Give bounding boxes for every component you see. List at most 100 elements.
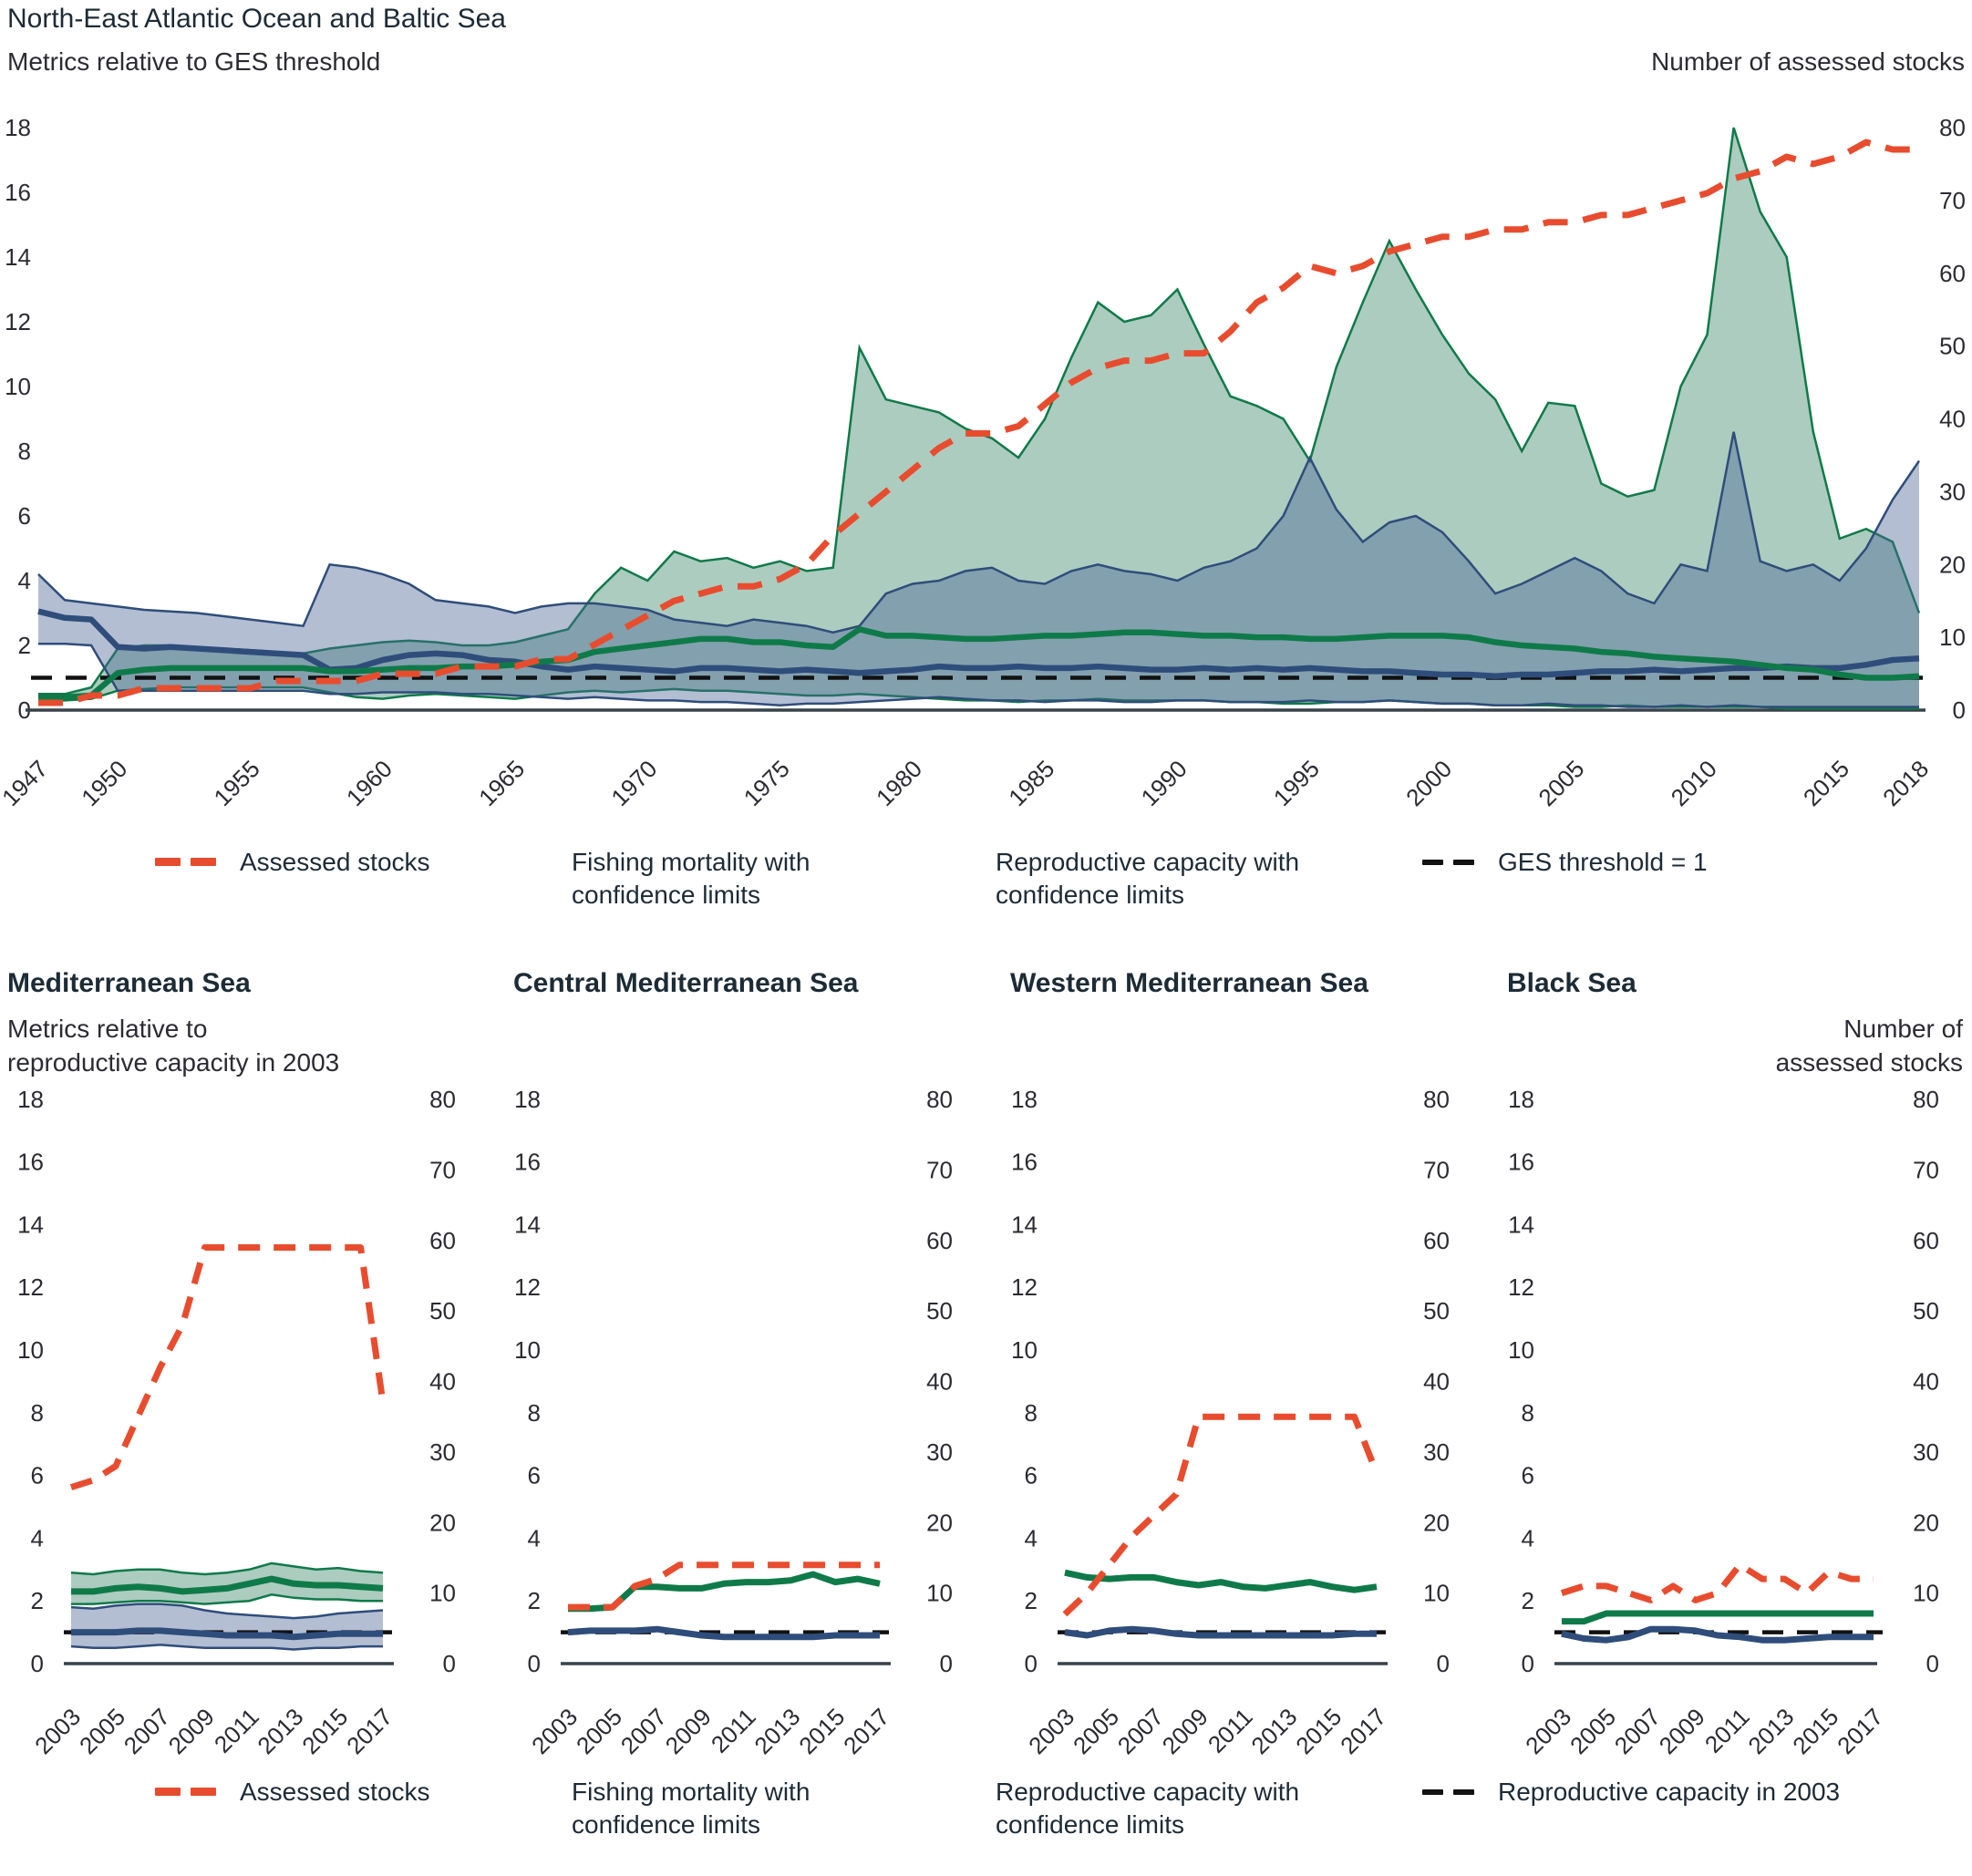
- y-axis-right-tick-label: 30: [429, 1438, 456, 1466]
- legend-item-reproductive-capacity: Reproductive capacity with confidence li…: [912, 1776, 1299, 1841]
- y-axis-left-tick-label: 18: [17, 1086, 44, 1113]
- y-axis-left-tick-label: 8: [18, 438, 31, 465]
- x-axis-tick-label: 2011: [209, 1703, 264, 1758]
- y-axis-right-tick-label: 40: [926, 1368, 953, 1396]
- fishing-mortality-line: [1064, 1569, 1378, 1593]
- black-sea-title: Black Sea: [1507, 968, 1636, 998]
- x-axis-tick-label: 2000: [1400, 755, 1457, 807]
- x-axis-tick-label: 2003: [1520, 1703, 1576, 1759]
- y-axis-right-tick-label: 20: [926, 1509, 953, 1536]
- y-axis-left-tick-label: 0: [528, 1650, 541, 1677]
- y-axis-right-tick-label: 80: [1423, 1086, 1450, 1113]
- panel-black-sea: Black Sea Number of assessed stocks 18 16…: [1491, 968, 1972, 1805]
- reproductive-capacity-line: [71, 1627, 383, 1641]
- reproductive-capacity-2003-swatch: [1422, 1788, 1474, 1795]
- x-axis-tick-label: 2003: [526, 1703, 583, 1759]
- legend-item-ges-threshold: GES threshold = 1: [1422, 846, 1708, 879]
- y-axis-left-tick-label: 8: [31, 1399, 44, 1427]
- y-axis-left-tick-label: 2: [1025, 1587, 1038, 1614]
- y-axis-right-tick-label: 10: [1939, 624, 1966, 651]
- y-axis-right-tick-label: 80: [429, 1086, 456, 1113]
- y-axis-left-tick-label: 10: [5, 373, 31, 400]
- fishing-mortality-band-lower-edge: [71, 1593, 383, 1605]
- x-axis-tick-label: 2005: [571, 1703, 627, 1759]
- legend-label: Reproductive capacity with confidence li…: [996, 848, 1300, 909]
- y-axis-left-tick-label: 16: [514, 1149, 541, 1176]
- x-axis-tick-label: 2003: [29, 1703, 86, 1759]
- x-axis-tick-label: 2017: [1335, 1703, 1391, 1759]
- reproductive-capacity-line: [1064, 1625, 1377, 1639]
- y-axis-left-tick-label: 18: [1011, 1086, 1038, 1113]
- black-sea-chart: 1816141210864208070605040302010020032005…: [1508, 1086, 1939, 1759]
- y-axis-left-tick-label: 18: [5, 114, 31, 141]
- assessed-stocks-line: [1560, 1562, 1874, 1603]
- legend-label: Reproductive capacity in 2003: [1498, 1778, 1841, 1806]
- y-axis-left-tick-label: 14: [514, 1211, 541, 1238]
- legend-label: Assessed stocks: [240, 1778, 430, 1806]
- reproductive-capacity-band-lower-edge: [38, 642, 1919, 708]
- x-axis-tick-label: 2011: [1203, 1703, 1258, 1758]
- y-axis-right-tick-label: 10: [926, 1580, 953, 1607]
- y-axis-left-tick-label: 4: [31, 1524, 44, 1551]
- y-axis-left-tick-label: 12: [5, 308, 31, 335]
- reproductive-capacity-band-upper-edge: [37, 431, 1921, 634]
- x-axis-tick-label: 2011: [706, 1703, 761, 1758]
- fishing-mortality-band: [71, 1562, 383, 1604]
- y-axis-left-tick-label: 0: [1522, 1650, 1534, 1677]
- y-axis-left-tick-label: 6: [528, 1462, 541, 1489]
- y-axis-left-tick-label: 0: [18, 696, 31, 724]
- x-axis-tick-label: 2007: [119, 1703, 175, 1759]
- y-axis-left-tick-label: 18: [1508, 1086, 1534, 1113]
- mediterranean-axis-subtitle: Metrics relative to reproductive capacit…: [7, 1015, 340, 1077]
- y-axis-right-tick-label: 30: [1423, 1438, 1450, 1466]
- y-axis-left-tick-label: 2: [1522, 1587, 1534, 1614]
- mediterranean-title: Mediterranean Sea: [7, 968, 251, 998]
- y-axis-left-tick-label: 14: [5, 243, 31, 271]
- nea-left-axis-title: Metrics relative to GES threshold: [7, 47, 381, 76]
- x-axis-tick-label: 2003: [1023, 1703, 1079, 1759]
- x-axis-tick-label: 2015: [1290, 1703, 1347, 1759]
- y-axis-right-tick-label: 0: [443, 1650, 456, 1677]
- y-axis-right-tick-label: 80: [1939, 114, 1966, 141]
- x-axis-tick-label: 2005: [1533, 755, 1589, 807]
- fishing-mortality-line: [1562, 1610, 1874, 1625]
- reproductive-capacity-band-lower-edge: [70, 1644, 383, 1651]
- x-axis-tick-label: 1960: [341, 755, 397, 807]
- fishing-mortality-band-upper-edge: [70, 1562, 384, 1576]
- y-axis-right-tick-label: 10: [429, 1580, 456, 1607]
- x-axis-tick-label: 2009: [163, 1703, 220, 1759]
- reproductive-capacity-line: [1561, 1625, 1874, 1644]
- x-axis-tick-label: 2015: [1787, 1703, 1843, 1759]
- ges-threshold-swatch: [1422, 858, 1474, 865]
- x-axis-tick-label: 2011: [1699, 1703, 1755, 1758]
- legend-item-reproductive-capacity: Reproductive capacity with confidence li…: [912, 846, 1299, 912]
- y-axis-left-tick-label: 2: [18, 632, 31, 659]
- y-axis-right-tick-label: 30: [926, 1438, 953, 1466]
- y-axis-left-tick-label: 10: [1011, 1336, 1038, 1364]
- assessed-stocks-line: [1062, 1413, 1380, 1617]
- x-axis-tick-label: 2009: [1157, 1703, 1213, 1759]
- assessed-stocks-line: [38, 139, 1919, 706]
- nea-right-axis-title: Number of assessed stocks: [1651, 47, 1965, 76]
- y-axis-left-tick-label: 0: [31, 1650, 44, 1677]
- y-axis-right-tick-label: 40: [1423, 1368, 1450, 1396]
- y-axis-left-tick-label: 6: [31, 1462, 44, 1489]
- y-axis-left-tick-label: 6: [1522, 1462, 1534, 1489]
- x-axis-tick-label: 2017: [838, 1703, 894, 1759]
- y-axis-left-tick-label: 14: [1508, 1211, 1534, 1238]
- x-axis-tick-label: 2009: [1654, 1703, 1710, 1759]
- legend-item-assessed-stocks: Assessed stocks: [155, 1776, 430, 1809]
- legend-item-reproductive-capacity-2003: Reproductive capacity in 2003: [1422, 1776, 1840, 1809]
- x-axis-tick-label: 2015: [793, 1703, 850, 1759]
- y-axis-right-tick-label: 20: [1423, 1509, 1450, 1536]
- legend-label: Reproductive capacity with confidence li…: [996, 1778, 1300, 1839]
- y-axis-right-tick-label: 50: [429, 1297, 456, 1325]
- assessed-stocks-line: [69, 1244, 387, 1490]
- y-axis-left-tick-label: 16: [1011, 1149, 1038, 1176]
- y-axis-left-tick-label: 12: [514, 1273, 541, 1301]
- x-axis-tick-label: 2009: [660, 1703, 717, 1759]
- fishing-mortality-line: [71, 1575, 384, 1595]
- y-axis-right-tick-label: 40: [1913, 1368, 1939, 1396]
- y-axis-right-tick-label: 20: [1913, 1509, 1939, 1536]
